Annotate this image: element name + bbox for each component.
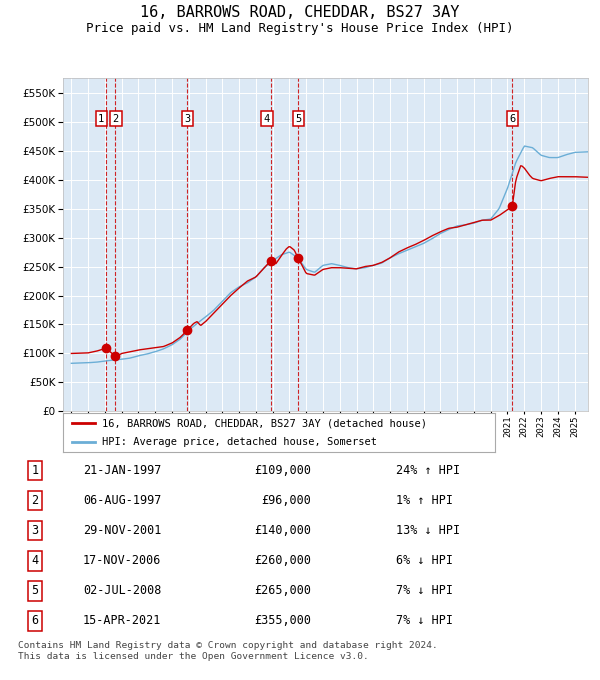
Text: 16, BARROWS ROAD, CHEDDAR, BS27 3AY (detached house): 16, BARROWS ROAD, CHEDDAR, BS27 3AY (det…	[102, 418, 427, 428]
Text: £260,000: £260,000	[254, 554, 311, 567]
Text: 21-JAN-1997: 21-JAN-1997	[83, 464, 161, 477]
Text: 3: 3	[31, 524, 38, 537]
Text: 06-AUG-1997: 06-AUG-1997	[83, 494, 161, 507]
Text: 7% ↓ HPI: 7% ↓ HPI	[396, 584, 453, 597]
Text: 15-APR-2021: 15-APR-2021	[83, 614, 161, 627]
Text: Price paid vs. HM Land Registry's House Price Index (HPI): Price paid vs. HM Land Registry's House …	[86, 22, 514, 35]
Text: 4: 4	[263, 114, 270, 124]
Text: 13% ↓ HPI: 13% ↓ HPI	[396, 524, 460, 537]
Text: 2: 2	[113, 114, 119, 124]
Text: 2: 2	[31, 494, 38, 507]
Text: 3: 3	[184, 114, 190, 124]
Text: 17-NOV-2006: 17-NOV-2006	[83, 554, 161, 567]
Text: 02-JUL-2008: 02-JUL-2008	[83, 584, 161, 597]
Text: £265,000: £265,000	[254, 584, 311, 597]
Text: 1% ↑ HPI: 1% ↑ HPI	[396, 494, 453, 507]
Text: £140,000: £140,000	[254, 524, 311, 537]
Text: 24% ↑ HPI: 24% ↑ HPI	[396, 464, 460, 477]
Text: 4: 4	[31, 554, 38, 567]
Text: 29-NOV-2001: 29-NOV-2001	[83, 524, 161, 537]
Text: 16, BARROWS ROAD, CHEDDAR, BS27 3AY: 16, BARROWS ROAD, CHEDDAR, BS27 3AY	[140, 5, 460, 20]
Text: 7% ↓ HPI: 7% ↓ HPI	[396, 614, 453, 627]
Text: 5: 5	[31, 584, 38, 597]
Text: 1: 1	[98, 114, 104, 124]
Text: 6: 6	[31, 614, 38, 627]
Text: £96,000: £96,000	[262, 494, 311, 507]
Text: 6: 6	[509, 114, 515, 124]
Text: £355,000: £355,000	[254, 614, 311, 627]
Text: Contains HM Land Registry data © Crown copyright and database right 2024.
This d: Contains HM Land Registry data © Crown c…	[18, 641, 438, 661]
Text: HPI: Average price, detached house, Somerset: HPI: Average price, detached house, Some…	[102, 437, 377, 447]
Text: 5: 5	[296, 114, 302, 124]
Text: 1: 1	[31, 464, 38, 477]
Text: 6% ↓ HPI: 6% ↓ HPI	[396, 554, 453, 567]
Text: £109,000: £109,000	[254, 464, 311, 477]
